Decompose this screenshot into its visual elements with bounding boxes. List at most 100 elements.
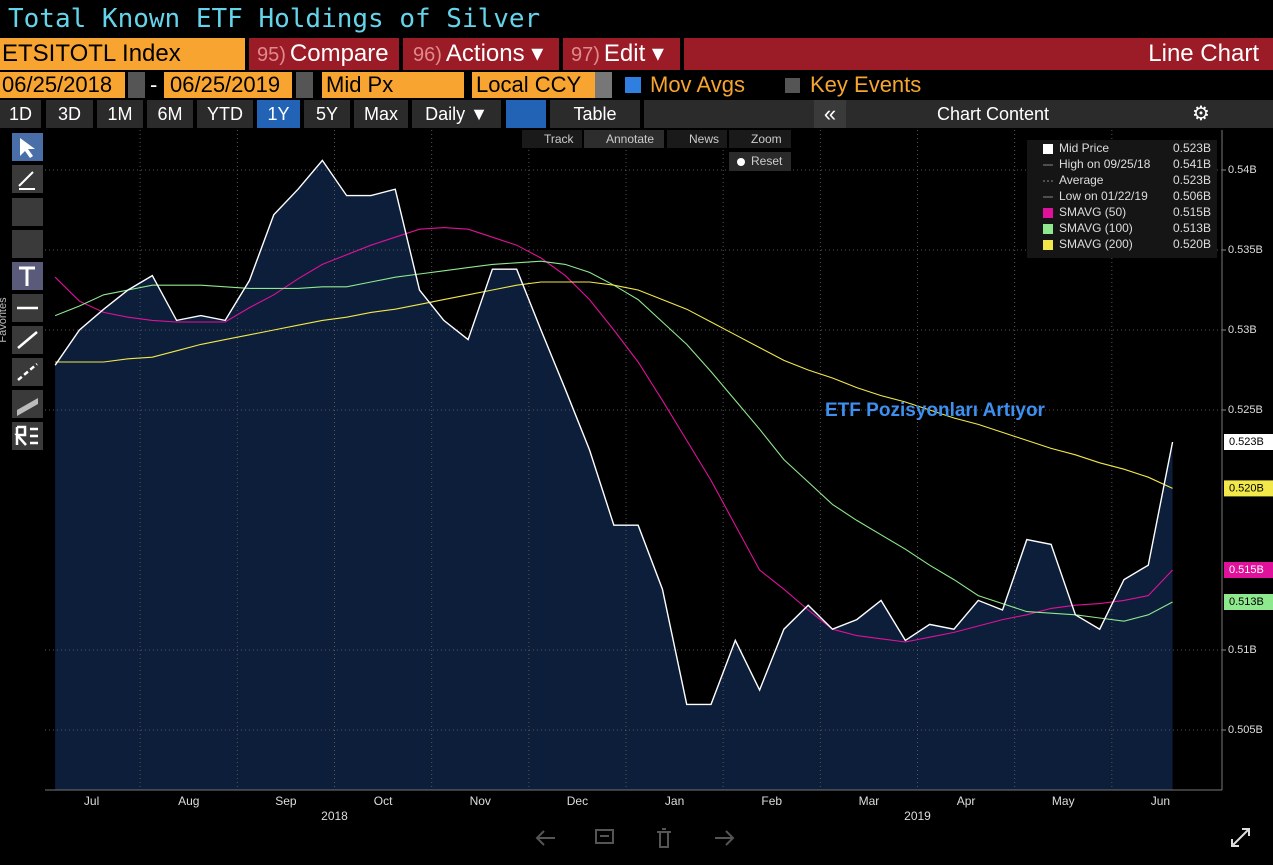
menu-label: Edit ▾ [603,40,664,67]
settings-button[interactable]: ⚙ [1190,100,1212,128]
legend-swatch [1043,144,1053,154]
legend-swatch [1043,208,1053,218]
x-tick-label: Apr [957,794,976,808]
x-tick-label: Nov [470,794,491,808]
plot: 0.505B 0.51B 0.525B 0.53B 0.535B 0.54B Jul Aug S… [45,130,1273,823]
legend-value: 0.520B [1173,237,1211,251]
x-tick-label: Aug [178,794,199,808]
collapse-button[interactable]: « [814,100,846,128]
x-tick-label: Sep [275,794,297,808]
menu-number: 96) [413,44,442,66]
page-title: Total Known ETF Holdings of Silver [8,4,541,34]
period-button[interactable]: Max [354,100,408,128]
dropdown-arrow[interactable] [595,72,612,98]
chart-view-button[interactable] [506,100,546,128]
annotation: ETF Pozisyonları Artıyor [825,400,1046,421]
period-button[interactable]: 5Y [304,100,350,128]
field-select[interactable]: Mid Px [322,72,464,98]
menu-label: Actions ▾ [445,40,544,67]
y-tick-label: 0.51B [1228,644,1257,656]
legend-label: Mid Price [1059,141,1109,155]
x-tick-label: Feb [761,794,782,808]
legend-swatch [1043,240,1053,250]
last-value-badge [1224,434,1273,450]
last-value-label: 0.515B [1229,564,1264,576]
actions-button[interactable]: 96) Actions ▾ [403,38,559,70]
series-line [54,227,1173,643]
tool-percent[interactable] [12,198,43,226]
tool-channel-icon [17,398,38,416]
table-button[interactable]: Table [550,100,640,128]
legend-value: 0.506B [1173,189,1211,203]
period-button[interactable]: 1D [0,100,41,128]
x-tick-label: Oct [374,794,393,808]
year-label: 2019 [904,809,931,823]
favorites-label: Favorites [0,297,9,343]
news-tool[interactable]: News [667,130,727,148]
x-tick-label: Jul [84,794,99,808]
end-date[interactable]: 06/25/2019 [164,72,292,98]
tool-dollar[interactable] [12,230,43,258]
reset-icon [737,158,745,166]
mov-avgs-checkbox[interactable] [625,77,641,93]
date-separator: - [150,72,158,97]
compare-button[interactable]: 95) Compare [249,38,399,70]
start-date[interactable]: 06/25/2018 [0,72,125,98]
track-tool[interactable]: Track [522,130,582,148]
last-value-label: 0.520B [1229,482,1264,494]
frequency-select[interactable]: Daily ▼ [412,100,501,128]
menu-number: 97) [571,44,600,66]
tool-ruler-icon [14,425,38,446]
x-tick-label: Jan [665,794,684,808]
last-value-label: 0.523B [1229,436,1264,448]
calendar-icon[interactable] [296,72,313,98]
legend-label: High on 09/25/18 [1059,157,1151,171]
calendar-icon[interactable] [128,72,145,98]
mov-avgs-label: Mov Avgs [650,72,745,97]
bottom-nav [535,828,1250,848]
nav-comment[interactable] [595,829,614,844]
period-button[interactable]: 6M [147,100,193,128]
legend-label: SMAVG (50) [1059,205,1126,219]
ticker-field[interactable]: ETSITOTL Index [0,38,245,70]
last-value-badge [1224,480,1273,497]
tool-select-icon [20,138,35,158]
annotate-tool[interactable]: Annotate [584,130,664,148]
reset-button[interactable]: Reset [729,152,791,171]
nav-back[interactable] [535,830,555,846]
last-value-label: 0.513B [1229,596,1264,608]
x-tick-label: Mar [859,794,880,808]
legend-label: SMAVG (200) [1059,237,1133,251]
edit-button[interactable]: 97) Edit ▾ [563,38,680,70]
period-button[interactable]: YTD [197,100,253,128]
tool-ray-icon [17,363,38,381]
legend-label: Average [1059,173,1104,187]
legend-value: 0.523B [1173,141,1211,155]
nav-forward[interactable] [715,830,735,846]
nav-expand[interactable] [1231,828,1250,847]
chart-content-button[interactable]: Chart Content [905,100,1075,128]
x-tick-label: May [1052,794,1075,808]
legend-swatch [1043,224,1053,234]
key-events-label: Key Events [810,72,922,97]
zoom-tool[interactable]: Zoom [729,130,791,148]
nav-delete[interactable] [657,828,671,848]
series-line [54,159,1174,706]
currency-select[interactable]: Local CCY [472,72,595,98]
price-area [55,160,1173,790]
x-tick-label: Jun [1151,794,1170,808]
chart-kind[interactable]: Line Chart [684,38,1273,70]
period-button[interactable]: 3D [46,100,93,128]
tool-pen-icon [18,171,35,190]
tool-trend-icon [17,331,38,349]
menu-number: 95) [257,44,286,66]
legend-value: 0.515B [1173,205,1211,219]
period-button[interactable]: 1M [97,100,143,128]
period-button[interactable]: 1Y [257,100,300,128]
legend-value: 0.523B [1173,173,1211,187]
key-events-checkbox[interactable] [785,78,800,93]
legend-value: 0.541B [1173,157,1211,171]
y-tick-label: 0.54B [1228,164,1257,176]
